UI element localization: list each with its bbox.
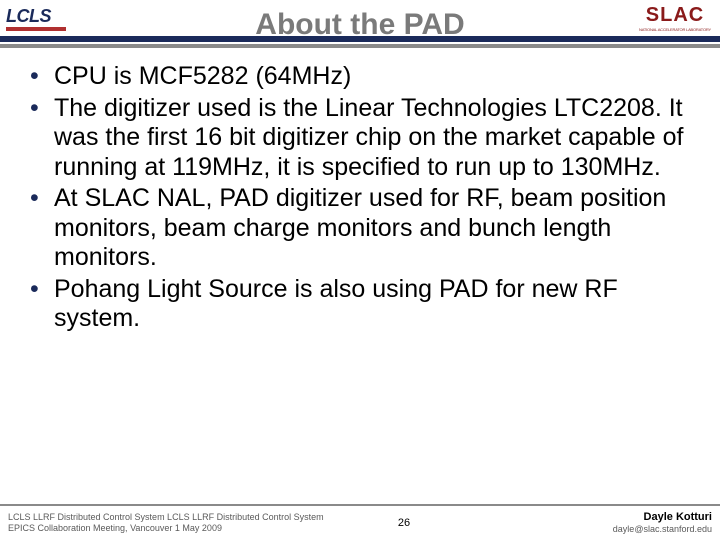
footer-author-email: dayle@slac.stanford.edu (419, 524, 712, 535)
bullet-item: The digitizer used is the Linear Technol… (28, 94, 692, 183)
header-bar-secondary (0, 44, 720, 48)
slac-logo-subtitle: NATIONAL ACCELERATOR LABORATORY (636, 27, 714, 32)
slide-content: CPU is MCF5282 (64MHz) The digitizer use… (0, 48, 720, 334)
bullet-item: At SLAC NAL, PAD digitizer used for RF, … (28, 184, 692, 273)
bullet-item: Pohang Light Source is also using PAD fo… (28, 275, 692, 334)
slac-logo-text: SLAC (636, 4, 714, 27)
footer-right: Dayle Kotturi dayle@slac.stanford.edu (419, 511, 712, 535)
footer-author-name: Dayle Kotturi (419, 511, 712, 524)
bullet-item: CPU is MCF5282 (64MHz) (28, 62, 692, 92)
lcls-logo-underline (6, 27, 66, 31)
slide-header: LCLS About the PAD SLAC NATIONAL ACCELER… (0, 0, 720, 48)
slide-footer: LCLS LLRF Distributed Control System LCL… (0, 504, 720, 540)
footer-meeting-info: EPICS Collaboration Meeting, Vancouver 1… (8, 523, 389, 534)
footer-talk-title: LCLS LLRF Distributed Control System LCL… (8, 512, 389, 523)
footer-left: LCLS LLRF Distributed Control System LCL… (8, 512, 389, 534)
lcls-logo-text: LCLS (6, 6, 68, 27)
header-bar-primary (0, 36, 720, 42)
slac-logo: SLAC NATIONAL ACCELERATOR LABORATORY (636, 4, 714, 32)
lcls-logo: LCLS (6, 6, 68, 32)
footer-page-number: 26 (389, 517, 419, 529)
bullet-list: CPU is MCF5282 (64MHz) The digitizer use… (28, 62, 692, 334)
